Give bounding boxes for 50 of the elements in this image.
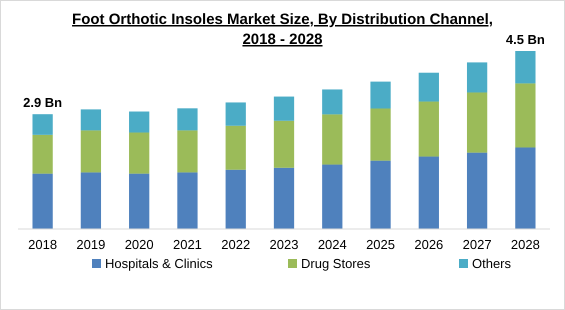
bar — [466, 62, 488, 92]
bar — [515, 147, 536, 229]
x-tick-label: 2021 — [172, 237, 202, 252]
bar — [80, 172, 102, 229]
bar — [32, 114, 53, 135]
bar — [80, 109, 102, 130]
bar — [418, 72, 439, 102]
x-tick-label: 2019 — [76, 237, 106, 252]
bar — [370, 82, 391, 108]
bar — [177, 172, 198, 229]
bar — [129, 174, 150, 229]
bar — [32, 174, 53, 229]
x-tick-label: 2022 — [221, 237, 250, 252]
bar — [226, 170, 246, 229]
bar — [418, 102, 439, 157]
x-tick-label: 2028 — [510, 237, 540, 252]
bar — [32, 134, 53, 174]
annotation: 4.5 Bn — [506, 32, 545, 47]
x-tick-label: 2020 — [124, 237, 154, 252]
x-tick-label: 2027 — [462, 237, 492, 252]
bar — [370, 160, 391, 229]
bar — [370, 108, 391, 161]
chart-title: Foot Orthotic Insoles Market Size, By Distribution Channel, 2018 - 2028 — [72, 11, 493, 48]
bar — [129, 112, 150, 133]
legend-label: Hospitals & Clinics — [105, 256, 214, 271]
bar — [515, 83, 536, 148]
bar — [80, 130, 102, 172]
x-tick-label: 2025 — [366, 237, 396, 252]
legend-label: Others — [472, 256, 512, 271]
bar — [466, 152, 488, 229]
bar — [274, 168, 294, 229]
bar — [322, 89, 342, 114]
x-tick-label: 2018 — [28, 237, 58, 252]
bar — [226, 126, 246, 170]
bar — [515, 51, 536, 84]
bar — [226, 102, 246, 126]
annotation: 2.9 Bn — [23, 95, 62, 110]
bar — [322, 164, 342, 229]
bar — [129, 132, 150, 174]
bar — [274, 120, 294, 168]
bar — [466, 92, 488, 153]
x-tick-label: 2026 — [414, 237, 444, 252]
bar — [177, 108, 198, 130]
bar — [418, 156, 439, 229]
x-tick-label: 2024 — [318, 237, 347, 252]
x-tick-label: 2023 — [270, 237, 298, 252]
legend-label: Drug Stores — [301, 256, 371, 271]
bar — [322, 114, 342, 165]
bar — [177, 130, 198, 172]
bar — [274, 96, 294, 121]
